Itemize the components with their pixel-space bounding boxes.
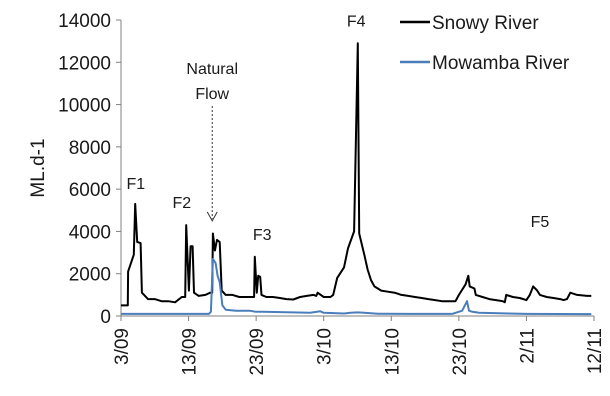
x-axis: 3/09 13/09 23/09 3/10 13/10 23/10 2/11 12/11 <box>112 315 606 376</box>
x-tick-label: 2/11 <box>517 328 538 364</box>
y-tick-label: 8000 <box>69 138 111 159</box>
peak-label: F2 <box>172 195 191 212</box>
mowamba-river-line <box>121 257 592 316</box>
x-tick-label: 13/10 <box>382 328 403 376</box>
y-tick-label: 14000 <box>58 11 111 32</box>
peak-annotations: F1 F2 F3 F4 F5 <box>127 13 550 244</box>
y-tick-label: 6000 <box>69 180 111 201</box>
x-ticks: 3/09 13/09 23/09 3/10 13/10 23/10 2/11 12/11 <box>112 316 606 376</box>
y-tick-label: 10000 <box>58 96 111 117</box>
callout-arrow-head <box>206 211 218 222</box>
x-tick-label: 3/09 <box>112 328 133 365</box>
natural-flow-callout: Natural Flow <box>186 61 238 222</box>
x-tick-label: 23/09 <box>247 328 268 376</box>
y-tick-label: 0 <box>100 307 111 328</box>
legend: Snowy River Mowamba River <box>400 13 570 74</box>
peak-label: F5 <box>531 214 550 231</box>
peak-label: F4 <box>347 13 366 30</box>
legend-label: Snowy River <box>432 13 539 34</box>
callout-line1: Natural <box>186 61 238 78</box>
series-lines <box>121 42 592 316</box>
y-tick-label: 4000 <box>69 222 111 243</box>
snowy-river-line <box>121 42 592 307</box>
y-tick-label: 12000 <box>58 53 111 74</box>
y-ticks: 0 2000 4000 6000 8000 10000 12000 14000 <box>58 11 121 328</box>
peak-label: F1 <box>127 176 146 193</box>
legend-label: Mowamba River <box>432 53 570 74</box>
x-tick-label: 23/10 <box>450 328 471 376</box>
x-tick-label: 12/11 <box>585 328 606 374</box>
y-axis: 0 2000 4000 6000 8000 10000 12000 14000 <box>58 11 122 328</box>
y-tick-label: 2000 <box>69 265 111 286</box>
x-tick-label: 13/09 <box>180 328 201 376</box>
x-tick-label: 3/10 <box>315 328 336 365</box>
callout-line2: Flow <box>195 86 229 103</box>
y-axis-title: ML.d-1 <box>28 138 49 197</box>
peak-label: F3 <box>253 227 272 244</box>
